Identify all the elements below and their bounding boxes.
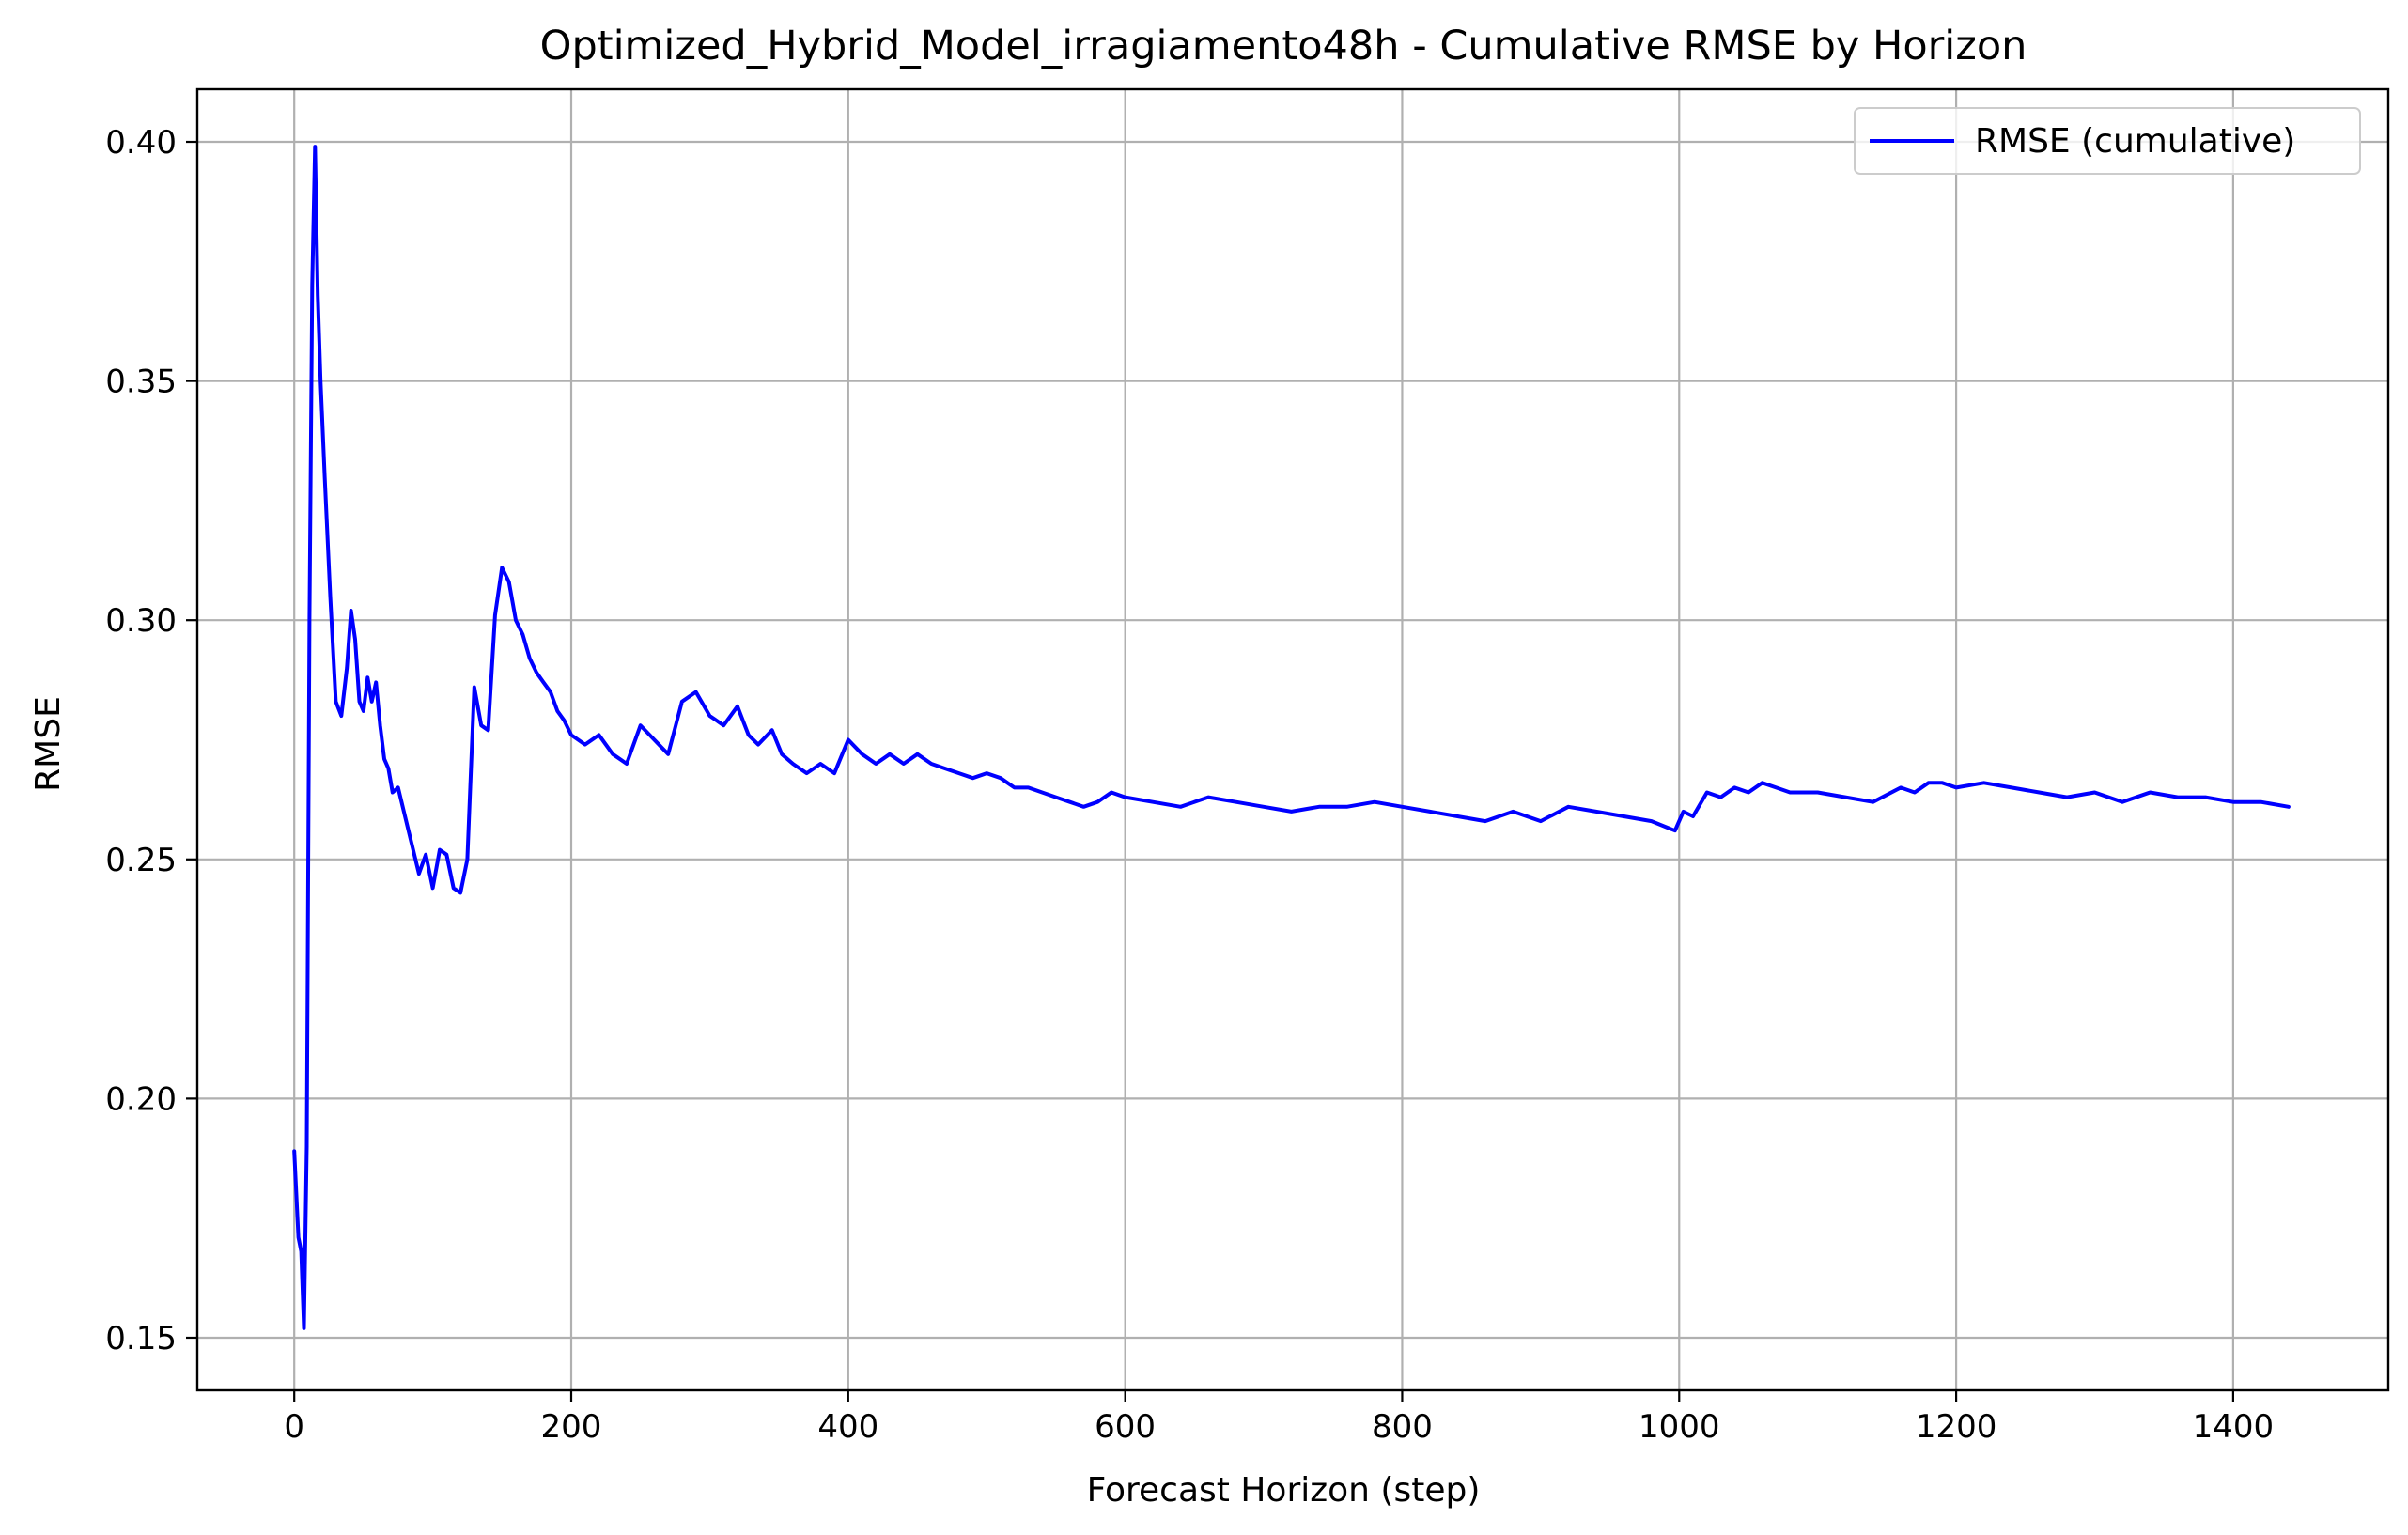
y-tick-label: 0.30 <box>105 602 177 640</box>
x-tick-label: 1200 <box>1916 1408 1997 1446</box>
x-axis-label: Forecast Horizon (step) <box>1087 1471 1481 1510</box>
y-tick-label: 0.20 <box>105 1080 177 1118</box>
legend-label: RMSE (cumulative) <box>1975 122 2295 161</box>
y-tick-label: 0.25 <box>105 842 177 879</box>
x-axis-ticks: 0 200 400 600 800 1000 1200 1400 <box>284 1390 2274 1446</box>
x-tick-label: 600 <box>1095 1408 1156 1446</box>
y-tick-label: 0.15 <box>105 1320 177 1357</box>
x-tick-label: 800 <box>1372 1408 1433 1446</box>
y-axis-ticks: 0.15 0.20 0.25 0.30 0.35 0.40 <box>105 124 197 1357</box>
series-layer <box>292 145 2291 1330</box>
x-tick-label: 200 <box>541 1408 602 1446</box>
x-tick-label: 1400 <box>2193 1408 2275 1446</box>
x-tick-label: 400 <box>817 1408 878 1446</box>
x-tick-label: 1000 <box>1639 1408 1720 1446</box>
chart-title: Optimized_Hybrid_Model_irragiamento48h -… <box>540 23 2027 70</box>
y-tick-label: 0.40 <box>105 124 177 162</box>
y-tick-label: 0.35 <box>105 364 177 401</box>
series-line-rmse-cumulative <box>292 145 2291 1330</box>
legend-box <box>1854 107 2361 175</box>
x-tick-label: 0 <box>284 1408 304 1446</box>
y-axis-label: RMSE <box>29 696 68 792</box>
legend: RMSE (cumulative) <box>1854 107 2361 175</box>
plot-frame <box>195 87 2390 1392</box>
